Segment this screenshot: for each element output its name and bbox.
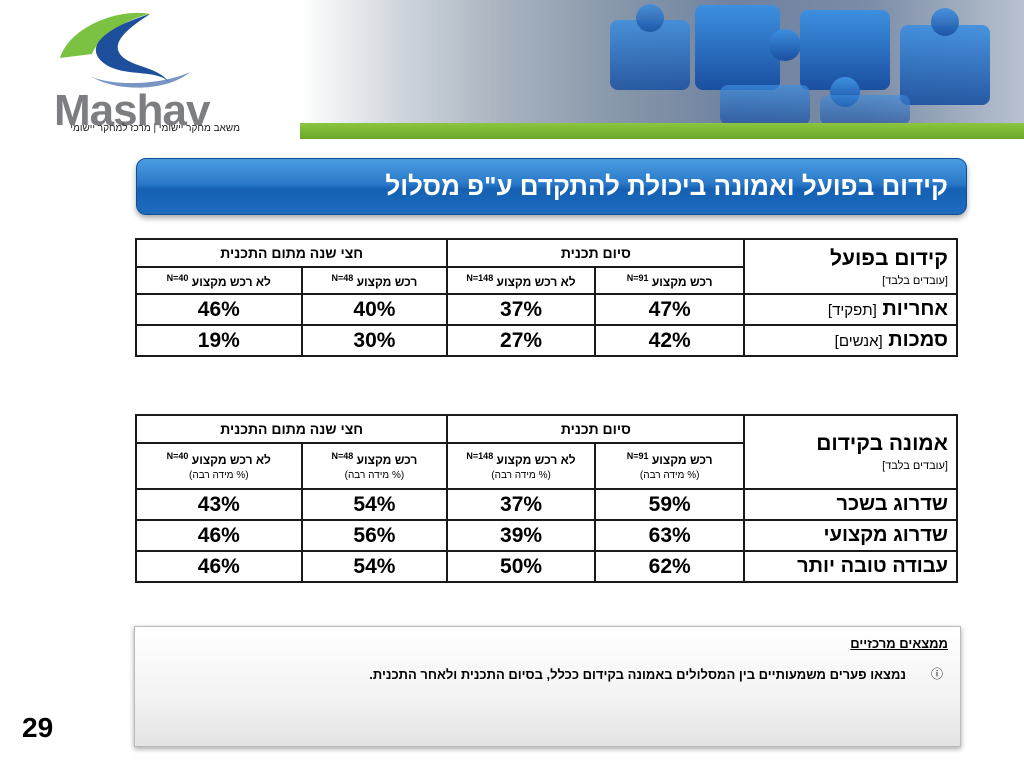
table-cell: 40%	[300, 293, 449, 326]
table-cell: 46%	[135, 293, 303, 326]
finding-item: ⓘ נמצאו פערים משמעותיים בין המסלולים באמ…	[148, 667, 948, 687]
table-cell: 56%	[300, 519, 449, 552]
table-cell: 54%	[300, 550, 449, 583]
table-row: אחריות [תפקיד] 47% 37% 40% 46%	[135, 293, 958, 326]
table-cell: 42%	[593, 324, 746, 357]
table2-col-header: לא רכש מקצוע N=40 (% מידה רבה)	[135, 442, 303, 490]
table2-group-half-year: חצי שנה מתום התכנית	[134, 414, 449, 444]
table-cell: 27%	[446, 324, 596, 357]
table-cell: 59%	[593, 488, 746, 521]
table2-row-header: אמונה בקידום [עובדים בלבד]	[743, 414, 958, 490]
table2-col-header: רכש מקצוע N=91 (% מידה רבה)	[593, 442, 746, 490]
header-banner: Mashav משאב מחקר יישומי | מרכז למחקר ייש…	[0, 0, 1024, 139]
table1-col-header: לא רכש מקצוע N=148	[446, 266, 596, 295]
table-cell: 46%	[135, 519, 303, 552]
finding-text: נמצאו פערים משמעותיים בין המסלולים באמונ…	[369, 667, 906, 682]
logo-swoosh-icon	[60, 12, 190, 88]
row-label: אחריות [תפקיד]	[743, 293, 958, 326]
table-cell: 47%	[593, 293, 746, 326]
table-cell: 63%	[593, 519, 746, 552]
table-cell: 62%	[593, 550, 746, 583]
slide-title: קידום בפועל ואמונה ביכולת להתקדם ע"פ מסל…	[385, 171, 948, 201]
table1-col-header: לא רכש מקצוע N=40	[135, 266, 303, 295]
logo-subtitle: משאב מחקר יישומי | מרכז למחקר יישומי	[70, 123, 240, 134]
table-row: עבודה טובה יותר 62% 50% 54% 46%	[135, 550, 958, 583]
key-findings-box: ממצאים מרכזיים ⓘ נמצאו פערים משמעותיים ב…	[134, 626, 961, 747]
table1-col-header: רכש מקצוע N=48	[300, 266, 449, 295]
table-row: שדרוג בשכר 59% 37% 54% 43%	[135, 488, 958, 521]
table1-row-header: קידום בפועל [עובדים בלבד]	[743, 238, 958, 295]
table2-col-header: לא רכש מקצוע N=148 (% מידה רבה)	[446, 442, 596, 490]
table1-group-half-year: חצי שנה מתום התכנית	[134, 238, 449, 268]
row-label: שדרוג מקצועי	[743, 519, 958, 552]
table-cell: 39%	[446, 519, 596, 552]
puzzle-image	[300, 0, 1024, 128]
row-label: עבודה טובה יותר	[743, 550, 958, 583]
table-cell: 19%	[135, 324, 303, 357]
logo-wordmark: Mashav	[54, 86, 210, 135]
table-cell: 43%	[135, 488, 303, 521]
table1-col-header: רכש מקצוע N=91	[593, 266, 746, 295]
findings-title: ממצאים מרכזיים	[850, 636, 948, 651]
table-cell: 30%	[300, 324, 449, 357]
info-bullet-icon: ⓘ	[930, 667, 943, 681]
row-label: שדרוג בשכר	[743, 488, 958, 521]
table2-col-header: רכש מקצוע N=48 (% מידה רבה)	[300, 442, 449, 490]
table-row: שדרוג מקצועי 63% 39% 56% 46%	[135, 519, 958, 552]
table-cell: 46%	[135, 550, 303, 583]
table-cell: 37%	[446, 293, 596, 326]
table-cell: 37%	[446, 488, 596, 521]
table-cell: 54%	[300, 488, 449, 521]
page-number: 29	[22, 712, 54, 743]
table-row: סמכות [אנשים] 42% 27% 30% 19%	[135, 324, 958, 357]
table1-group-completed: סיום תכנית	[446, 238, 746, 268]
green-accent-bar	[300, 123, 1024, 139]
row-label: סמכות [אנשים]	[743, 324, 958, 357]
promotion-belief-table: אמונה בקידום [עובדים בלבד] סיום תכנית חצ…	[134, 414, 958, 583]
table-cell: 50%	[446, 550, 596, 583]
actual-promotion-table: קידום בפועל [עובדים בלבד] סיום תכנית חצי…	[134, 238, 958, 357]
slide-title-bar: קידום בפועל ואמונה ביכולת להתקדם ע"פ מסל…	[136, 158, 967, 215]
table2-group-completed: סיום תכנית	[446, 414, 746, 444]
